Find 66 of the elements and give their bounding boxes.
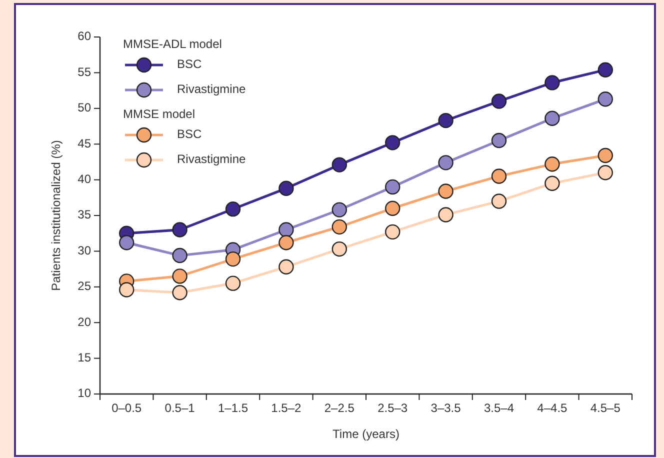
legend-label: Rivastigmine bbox=[177, 82, 246, 96]
point bbox=[491, 132, 507, 148]
point bbox=[544, 176, 560, 191]
point bbox=[278, 180, 294, 196]
y-tick-label: 55 bbox=[78, 64, 92, 79]
point bbox=[491, 168, 507, 184]
x-tick-label: 4.5–5 bbox=[590, 401, 621, 415]
point bbox=[438, 207, 454, 222]
y-tick-label: 25 bbox=[78, 279, 92, 294]
point bbox=[278, 259, 294, 275]
point bbox=[172, 285, 188, 300]
point bbox=[119, 282, 134, 298]
point bbox=[332, 219, 347, 235]
point bbox=[544, 156, 560, 172]
point bbox=[278, 222, 294, 238]
point bbox=[385, 224, 400, 240]
point bbox=[225, 251, 241, 267]
point bbox=[332, 241, 347, 257]
point bbox=[172, 248, 188, 264]
point bbox=[598, 62, 613, 78]
point bbox=[172, 268, 188, 284]
y-tick-label: 45 bbox=[78, 136, 92, 150]
point bbox=[225, 276, 241, 291]
x-tick-label: 2.5–3 bbox=[378, 401, 408, 415]
point bbox=[385, 179, 400, 195]
x-tick-label: 1.5–2 bbox=[271, 401, 302, 415]
legend-label: BSC bbox=[177, 127, 202, 142]
y-tick-label: 20 bbox=[78, 314, 92, 329]
y-tick-label: 10 bbox=[78, 386, 92, 400]
y-tick-label: 35 bbox=[78, 208, 92, 222]
y-tick-label: 60 bbox=[78, 29, 92, 44]
x-tick-label: 1–1.5 bbox=[218, 401, 248, 415]
point bbox=[278, 235, 294, 250]
x-axis-title: Time (years) bbox=[332, 427, 400, 441]
x-tick-label: 4–4.5 bbox=[537, 401, 568, 415]
point bbox=[598, 165, 613, 180]
point bbox=[438, 155, 454, 170]
x-tick-label: 0.5–1 bbox=[164, 401, 196, 415]
x-tick-label: 3.5–4 bbox=[484, 401, 514, 415]
point bbox=[385, 200, 400, 216]
y-axis-title: Patients institutionalized (%) bbox=[49, 140, 63, 291]
y-tick-label: 50 bbox=[78, 100, 92, 115]
point bbox=[332, 202, 347, 218]
point bbox=[438, 184, 454, 199]
point bbox=[332, 157, 347, 172]
point bbox=[491, 94, 507, 109]
point bbox=[385, 135, 400, 150]
point bbox=[172, 222, 188, 238]
point bbox=[598, 92, 613, 107]
y-tick-label: 30 bbox=[78, 243, 92, 258]
point bbox=[438, 112, 454, 128]
point bbox=[544, 75, 560, 90]
x-tick-label: 0–0.5 bbox=[112, 401, 142, 415]
point bbox=[598, 148, 613, 164]
point bbox=[119, 235, 134, 250]
point bbox=[225, 201, 241, 217]
point bbox=[491, 194, 507, 209]
x-tick-label: 3–3.5 bbox=[430, 401, 462, 415]
legend-label: BSC bbox=[177, 57, 202, 72]
annotation: MMSE model bbox=[123, 107, 196, 122]
y-tick-label: 15 bbox=[78, 350, 92, 364]
legend-label: Rivastigmine bbox=[177, 152, 246, 166]
y-tick-label: 40 bbox=[78, 172, 92, 186]
annotation: MMSE-ADL model bbox=[123, 37, 222, 52]
point bbox=[544, 110, 560, 126]
x-tick-label: 2–2.5 bbox=[324, 401, 355, 415]
